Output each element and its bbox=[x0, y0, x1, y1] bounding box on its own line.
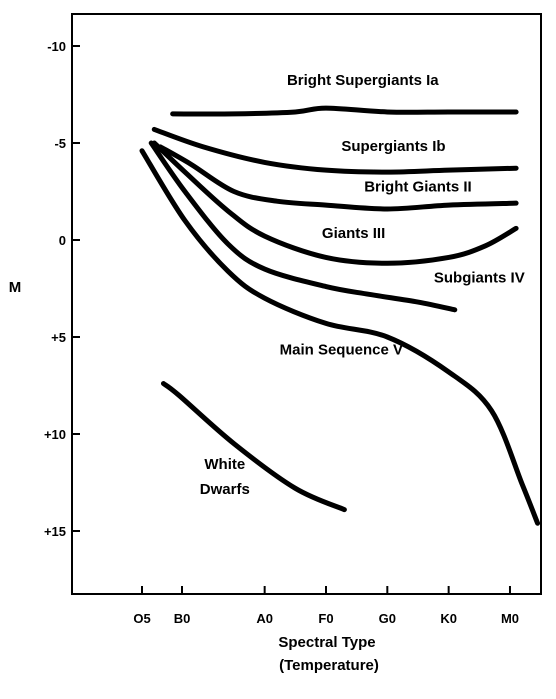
curve-white-dwarfs bbox=[160, 381, 347, 513]
x-tick-label: K0 bbox=[440, 611, 457, 626]
curve-bright-supergiants-ia bbox=[170, 105, 519, 117]
curve-giants-iii bbox=[151, 140, 519, 266]
series-label: Bright Giants II bbox=[364, 179, 472, 196]
x-tick-label: A0 bbox=[256, 611, 273, 626]
curve-subgiants-iv bbox=[148, 140, 458, 313]
x-tick-label: O5 bbox=[133, 611, 150, 626]
y-tick-label: 0 bbox=[59, 233, 66, 248]
x-tick-label: F0 bbox=[318, 611, 333, 626]
curve-main-sequence-v bbox=[139, 148, 541, 526]
series-labels: Bright Supergiants Ia Supergiants Ib Brigh… bbox=[200, 72, 525, 498]
curve-bright-giants-ii bbox=[157, 144, 519, 212]
x-tick-label: M0 bbox=[501, 611, 519, 626]
series-label: Bright Supergiants Ia bbox=[287, 72, 439, 89]
series-label: Subgiants IV bbox=[434, 270, 525, 287]
series-label: Dwarfs bbox=[200, 481, 250, 498]
x-axis-title: Spectral Type bbox=[278, 634, 375, 651]
y-tick-label: -5 bbox=[54, 136, 66, 151]
y-axis-ticks: -10 -5 0 +5 +10 +15 bbox=[44, 39, 80, 539]
x-tick-label: B0 bbox=[174, 611, 191, 626]
y-tick-label: +15 bbox=[44, 524, 66, 539]
series-label: Main Sequence V bbox=[280, 341, 403, 358]
y-tick-label: +10 bbox=[44, 427, 66, 442]
series-label: Giants III bbox=[322, 225, 385, 242]
curve-supergiants-ib bbox=[151, 126, 519, 175]
y-tick-label: +5 bbox=[51, 330, 66, 345]
curves bbox=[139, 105, 541, 526]
x-axis-subtitle: (Temperature) bbox=[279, 657, 379, 674]
y-tick-label: -10 bbox=[47, 39, 66, 54]
plot-frame bbox=[71, 13, 542, 595]
x-axis-ticks: O5 B0 A0 F0 G0 K0 M0 bbox=[133, 586, 519, 626]
x-tick-label: G0 bbox=[379, 611, 396, 626]
y-axis-title: M bbox=[9, 279, 22, 296]
series-label: White bbox=[204, 456, 245, 473]
series-label: Supergiants Ib bbox=[341, 138, 445, 155]
